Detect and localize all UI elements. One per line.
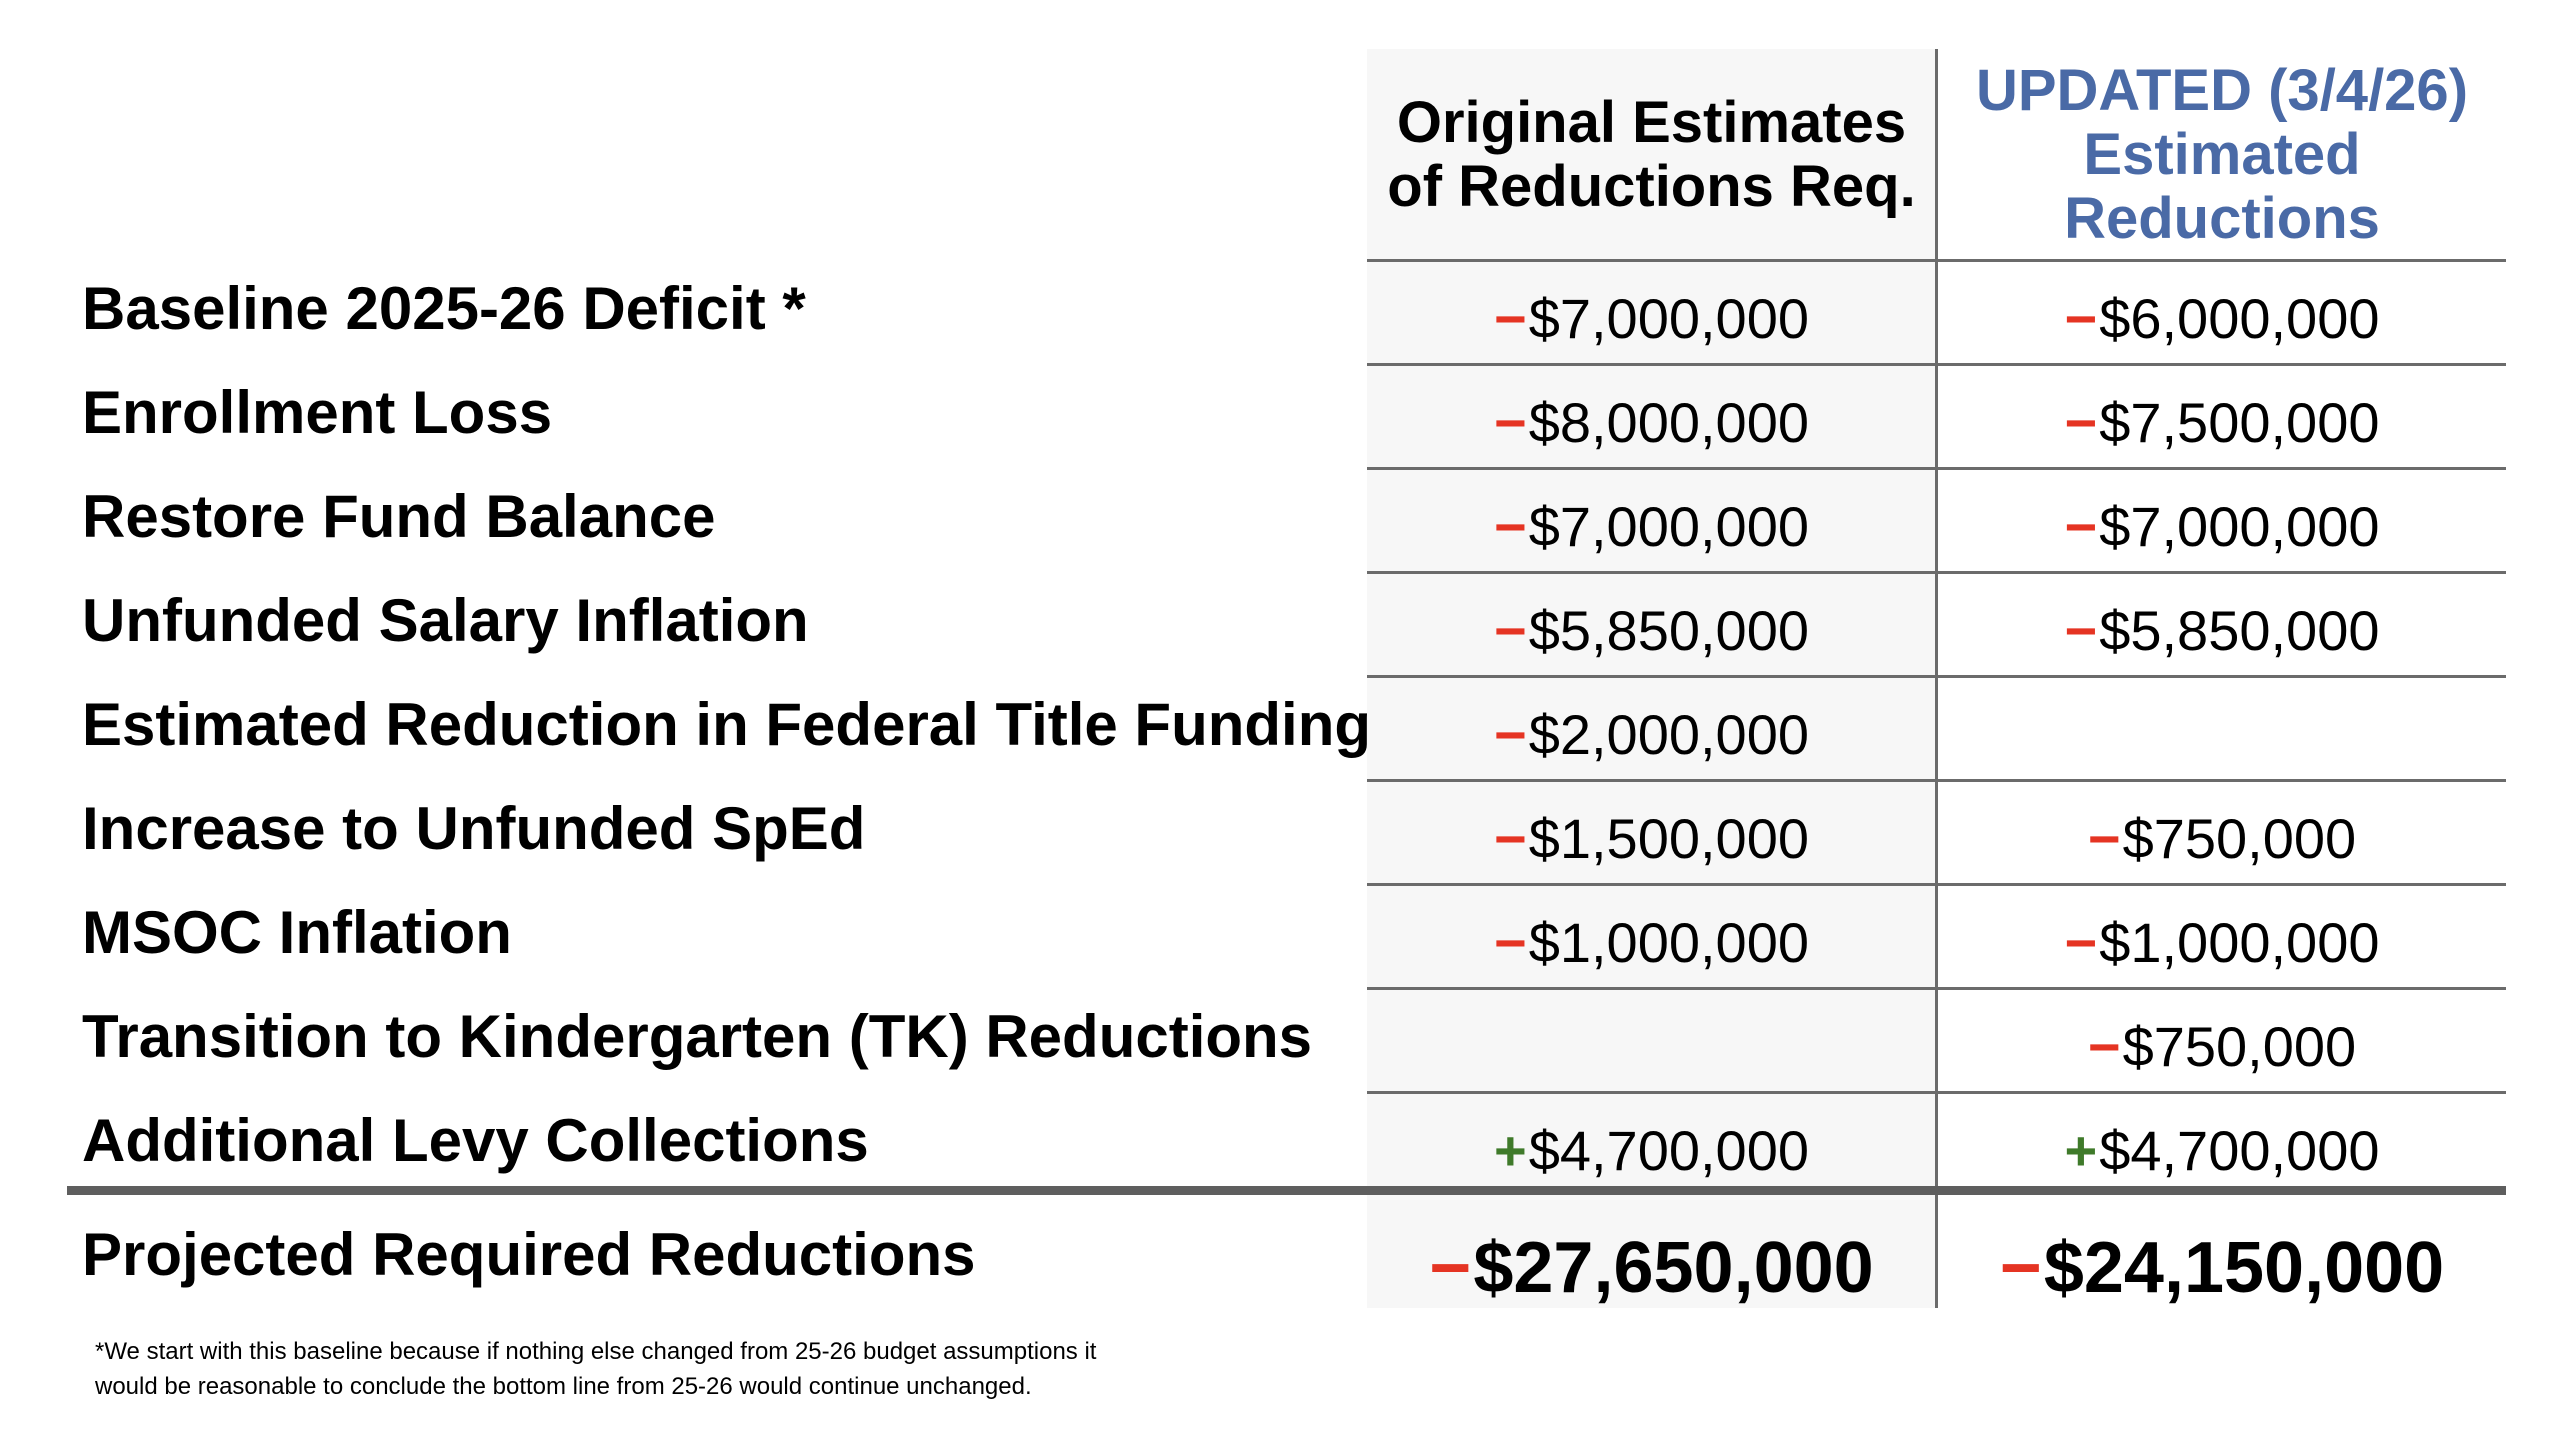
original-value: − $7,000,000	[1367, 273, 1936, 363]
minus-icon: −	[1494, 598, 1527, 662]
original-value: − $1,000,000	[1367, 897, 1936, 987]
row-label: Restore Fund Balance	[82, 483, 716, 550]
original-value: − $2,000,000	[1367, 689, 1936, 779]
row-label: Additional Levy Collections	[82, 1107, 869, 1174]
row-label: Estimated Reduction in Federal Title Fun…	[82, 691, 1372, 758]
row-divider	[1367, 259, 2506, 262]
amount: $7,000,000	[1528, 494, 1809, 558]
table-row: Restore Fund Balance − $7,000,000− $7,000,0…	[0, 469, 2560, 573]
amount: $7,500,000	[2099, 390, 2380, 454]
table-row: Baseline 2025-26 Deficit * − $7,000,000− $6…	[0, 261, 2560, 365]
minus-icon: −	[1494, 702, 1527, 766]
minus-icon: −	[2064, 390, 2098, 454]
row-label: Baseline 2025-26 Deficit *	[82, 275, 806, 342]
amount: $750,000	[2122, 1014, 2357, 1078]
header-line: UPDATED (3/4/26)	[1975, 58, 2469, 123]
amount: $4,700,000	[1528, 1118, 1809, 1182]
row-divider	[1367, 987, 2506, 990]
plus-icon: +	[1494, 1118, 1527, 1182]
header-line: of Reductions Req.	[1387, 154, 1916, 219]
minus-icon: −	[1999, 1228, 2042, 1308]
minus-icon: −	[2064, 286, 2098, 350]
minus-icon: −	[2064, 598, 2098, 662]
updated-value: − $6,000,000	[1938, 273, 2506, 363]
total-updated: − $24,150,000	[1938, 1223, 2506, 1313]
row-label: MSOC Inflation	[82, 899, 512, 966]
amount: $27,650,000	[1473, 1228, 1874, 1308]
amount: $1,500,000	[1528, 806, 1809, 870]
table-row: Estimated Reduction in Federal Title Fun…	[0, 677, 2560, 781]
original-value: − $5,850,000	[1367, 585, 1936, 675]
footnote-line: would be reasonable to conclude the bott…	[95, 1373, 1032, 1400]
header-line: Reductions	[2064, 186, 2380, 251]
row-divider	[1367, 675, 2506, 678]
updated-value: + $4,700,000	[1938, 1105, 2506, 1195]
original-value: − $7,000,000	[1367, 481, 1936, 571]
amount: $750,000	[2122, 806, 2357, 870]
minus-icon: −	[1494, 494, 1527, 558]
minus-icon: −	[2087, 806, 2121, 870]
table-row: Unfunded Salary Inflation − $5,850,000− $5,…	[0, 573, 2560, 677]
updated-value	[1938, 689, 2506, 779]
row-divider	[1367, 467, 2506, 470]
row-label: Enrollment Loss	[82, 379, 553, 446]
row-divider	[1367, 883, 2506, 886]
row-divider	[1367, 363, 2506, 366]
original-value	[1367, 1001, 1936, 1091]
updated-value: − $5,850,000	[1938, 585, 2506, 675]
footnote: *We start with this baseline because if …	[95, 1334, 1096, 1404]
minus-icon: −	[2064, 494, 2098, 558]
table-row: Enrollment Loss − $8,000,000− $7,500,000	[0, 365, 2560, 469]
header-updated: UPDATED (3/4/26) Estimated Reductions	[1938, 49, 2506, 261]
header-line: Estimated	[2083, 122, 2361, 187]
row-label: Increase to Unfunded SpEd	[82, 795, 866, 862]
original-value: − $8,000,000	[1367, 377, 1936, 467]
original-column-background	[1367, 49, 1936, 1308]
updated-value: − $750,000	[1938, 793, 2506, 883]
header-line: Original Estimates	[1396, 90, 1907, 155]
minus-icon: −	[1494, 910, 1527, 974]
original-value: + $4,700,000	[1367, 1105, 1936, 1195]
minus-icon: −	[1494, 286, 1527, 350]
column-divider	[1935, 49, 1938, 1308]
table-row: Increase to Unfunded SpEd − $1,500,000− $75…	[0, 781, 2560, 885]
minus-icon: −	[1429, 1228, 1472, 1308]
amount: $4,700,000	[2099, 1118, 2380, 1182]
total-divider	[67, 1186, 2506, 1195]
total-row: Projected Required Reductions − $27,650,0…	[0, 1195, 2560, 1308]
amount: $24,150,000	[2043, 1228, 2445, 1308]
amount: $2,000,000	[1528, 702, 1809, 766]
table-row: MSOC Inflation − $1,000,000− $1,000,000	[0, 885, 2560, 989]
table-row: Additional Levy Collections + $4,700,000 + $…	[0, 1093, 2560, 1197]
original-value: − $1,500,000	[1367, 793, 1936, 883]
amount: $7,000,000	[2099, 494, 2380, 558]
amount: $1,000,000	[2099, 910, 2380, 974]
amount: $1,000,000	[1528, 910, 1809, 974]
amount: $6,000,000	[2099, 286, 2380, 350]
updated-value: − $7,500,000	[1938, 377, 2506, 467]
row-label: Transition to Kindergarten (TK) Reductio…	[82, 1003, 1313, 1070]
row-label: Unfunded Salary Inflation	[82, 587, 809, 654]
amount: $8,000,000	[1528, 390, 1809, 454]
plus-icon: +	[2064, 1118, 2098, 1182]
minus-icon: −	[1494, 806, 1527, 870]
minus-icon: −	[1494, 390, 1527, 454]
amount: $5,850,000	[1528, 598, 1809, 662]
table-row: Transition to Kindergarten (TK) Reductio…	[0, 989, 2560, 1093]
footnote-line: *We start with this baseline because if …	[95, 1338, 1097, 1365]
header-original: Original Estimates of Reductions Req.	[1367, 49, 1936, 261]
row-label: Projected Required Reductions	[82, 1221, 976, 1288]
minus-icon: −	[2064, 910, 2098, 974]
amount: $5,850,000	[2099, 598, 2380, 662]
updated-value: − $1,000,000	[1938, 897, 2506, 987]
row-divider	[1367, 1091, 2506, 1094]
row-divider	[1367, 571, 2506, 574]
updated-value: − $750,000	[1938, 1001, 2506, 1091]
minus-icon: −	[2087, 1014, 2121, 1078]
updated-value: − $7,000,000	[1938, 481, 2506, 571]
total-original: − $27,650,000	[1367, 1223, 1936, 1313]
row-divider	[1367, 779, 2506, 782]
amount: $7,000,000	[1528, 286, 1809, 350]
